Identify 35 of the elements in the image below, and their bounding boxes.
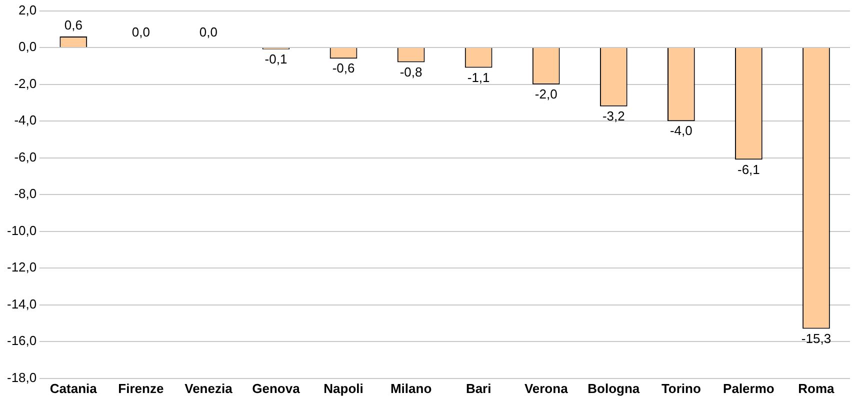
y-tick-label: -6,0: [14, 149, 37, 164]
data-label: -2,0: [534, 86, 558, 102]
x-tick-label: Milano: [390, 380, 432, 396]
x-tick-label: Torino: [661, 380, 701, 396]
data-label: -0,6: [332, 60, 355, 76]
y-tick-label: -10,0: [6, 222, 37, 238]
y-tick-label: -2,0: [14, 76, 37, 91]
x-tick-label: Catania: [50, 380, 98, 396]
data-label: 0,0: [132, 24, 150, 40]
x-tick-label: Bari: [466, 380, 492, 396]
x-tick-label: Venezia: [184, 380, 234, 396]
data-label: -6,1: [738, 162, 760, 177]
x-tick-label: Palermo: [723, 380, 774, 396]
data-label: -0,8: [400, 64, 422, 80]
data-label: 0,6: [64, 18, 82, 33]
data-label: 0,0: [199, 24, 218, 40]
y-tick-label: -12,0: [6, 260, 37, 275]
x-tick-label: Genova: [252, 380, 301, 396]
data-label: -15,3: [801, 330, 832, 346]
y-tick-label: -16,0: [6, 333, 37, 348]
y-tick-label: -18,0: [6, 370, 37, 385]
x-tick-label: Roma: [798, 380, 836, 396]
y-tick-label: 2,0: [18, 2, 37, 18]
x-tick-label: Napoli: [324, 380, 364, 396]
x-tick-label: Firenze: [118, 380, 164, 396]
y-tick-label: -8,0: [14, 186, 37, 202]
x-tick-label: Verona: [524, 380, 569, 396]
data-label: -1,1: [467, 70, 490, 85]
y-tick-label: -4,0: [14, 112, 37, 128]
data-label: -0,1: [264, 51, 288, 66]
data-label: -4,0: [670, 123, 692, 138]
y-tick-label: -14,0: [6, 296, 37, 312]
x-tick-label: Bologna: [588, 380, 640, 396]
data-label: -3,2: [602, 108, 625, 124]
y-tick-label: 0,0: [18, 39, 37, 54]
